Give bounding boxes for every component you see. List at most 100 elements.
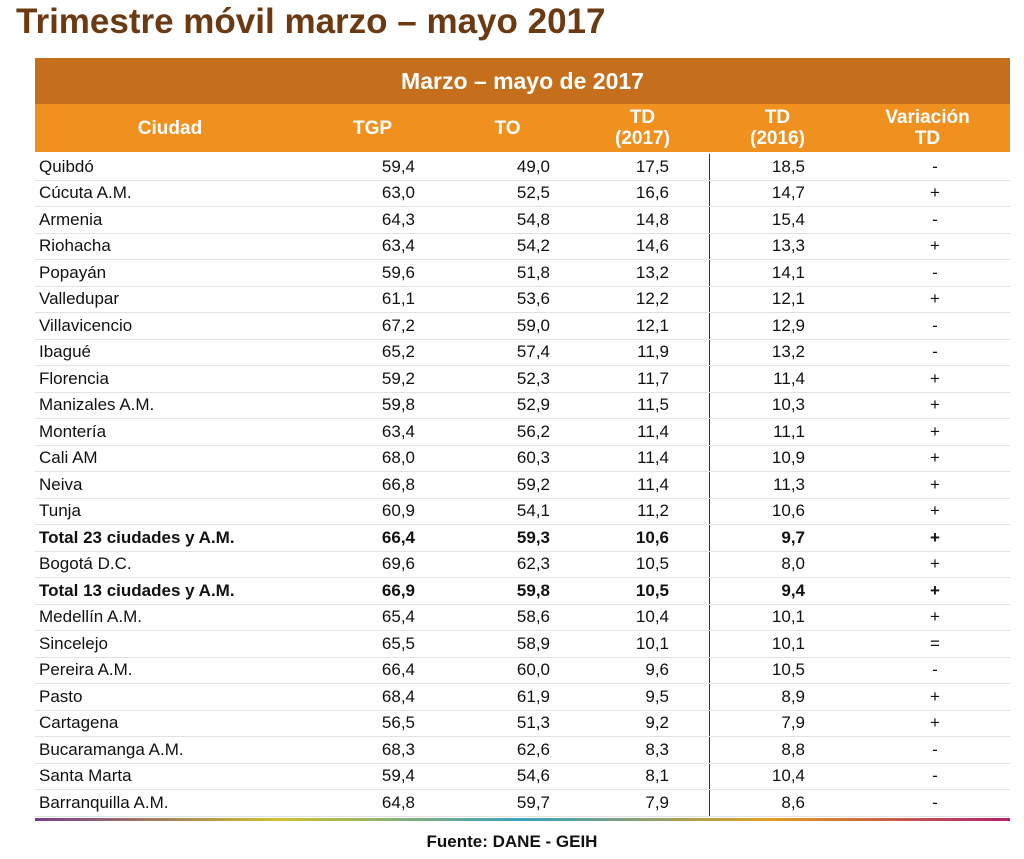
table-cell: 10,4 — [575, 604, 710, 630]
table-cell: 9,6 — [575, 657, 710, 683]
table-cell: Florencia — [39, 368, 109, 388]
table-cell: 61,1 — [381, 289, 415, 309]
table-cell: 10,5 — [771, 660, 805, 680]
table-cell: 54,2 — [516, 236, 550, 256]
table-cell: - — [932, 315, 938, 335]
table-cell: + — [930, 421, 940, 441]
table-cell: + — [930, 368, 940, 388]
table-cell: = — [930, 633, 940, 653]
table-cell: - — [932, 209, 938, 229]
table-row: Bogotá D.C. 69,6 62,3 10,5 8,0 + — [35, 551, 1010, 578]
table-cell: 59,6 — [381, 262, 415, 282]
table-cell: 12,2 — [575, 286, 710, 312]
table-cell: 7,9 — [575, 790, 710, 816]
table-cell: 8,9 — [781, 686, 805, 706]
table-cell: 53,6 — [516, 289, 550, 309]
table-cell: 59,2 — [516, 474, 550, 494]
table-cell: Cúcuta A.M. — [39, 183, 132, 203]
table-cell: 8,3 — [575, 737, 710, 763]
table-cell: 11,2 — [575, 498, 710, 524]
table-cell: 56,5 — [381, 713, 415, 733]
table-cell: 10,1 — [771, 633, 805, 653]
table-cell: 56,2 — [516, 421, 550, 441]
table-cell: 59,8 — [381, 395, 415, 415]
table-cell: + — [930, 713, 940, 733]
table-cell: Tunja — [39, 501, 81, 521]
column-header: TGP — [352, 117, 393, 139]
table-cell: 8,6 — [781, 792, 805, 812]
table-cell: 15,4 — [771, 209, 805, 229]
table-cell: Neiva — [39, 474, 83, 494]
table-cell: 10,6 — [771, 501, 805, 521]
table-cell: 65,2 — [381, 342, 415, 362]
table-cell: 60,3 — [516, 448, 550, 468]
table-cell: 62,6 — [516, 739, 550, 759]
table-cell: 10,6 — [575, 525, 710, 551]
table-cell: Manizales A.M. — [39, 395, 155, 415]
table-cell: 52,9 — [516, 395, 550, 415]
table-row: Pasto 68,4 61,9 9,5 8,9 + — [35, 684, 1010, 711]
table-cell: 8,0 — [781, 554, 805, 574]
table-cell: 54,1 — [516, 501, 550, 521]
table-cell: 14,6 — [575, 233, 710, 259]
table-cell: 66,4 — [381, 527, 415, 547]
source-note: Fuente: DANE - GEIH — [426, 832, 598, 851]
table-row: Popayán 59,6 51,8 13,2 14,1 - — [35, 260, 1010, 287]
table-row: Montería 63,4 56,2 11,4 11,1 + — [35, 419, 1010, 446]
table-cell: 11,9 — [575, 339, 710, 365]
table-row: Riohacha 63,4 54,2 14,6 13,3 + — [35, 233, 1010, 260]
table-row: Pereira A.M. 66,4 60,0 9,6 10,5 - — [35, 657, 1010, 684]
table-row: Armenia 64,3 54,8 14,8 15,4 - — [35, 207, 1010, 234]
table-cell: Total 13 ciudades y A.M. — [39, 580, 235, 600]
table-cell: 67,2 — [381, 315, 415, 335]
table-cell: 12,1 — [575, 313, 710, 339]
table-cell: 10,9 — [771, 448, 805, 468]
table-cell: 12,1 — [771, 289, 805, 309]
table-cell: 58,9 — [516, 633, 550, 653]
table-cell: 13,2 — [771, 342, 805, 362]
table-cell: Medellín A.M. — [39, 607, 142, 627]
table-cell: 65,5 — [381, 633, 415, 653]
table-cell: 17,5 — [575, 154, 710, 180]
table-cell: 66,4 — [381, 660, 415, 680]
table-cell: 9,2 — [575, 710, 710, 736]
table-cell: Cali AM — [39, 448, 98, 468]
table-cell: 63,4 — [381, 236, 415, 256]
table-cell: + — [930, 607, 940, 627]
table-row: Manizales A.M. 59,8 52,9 11,5 10,3 + — [35, 392, 1010, 419]
table-cell: + — [930, 236, 940, 256]
table-cell: 61,9 — [516, 686, 550, 706]
table-row: Neiva 66,8 59,2 11,4 11,3 + — [35, 472, 1010, 499]
table-cell: 65,4 — [381, 607, 415, 627]
table-row: Barranquilla A.M. 64,8 59,7 7,9 8,6 - — [35, 790, 1010, 817]
table-cell: 64,3 — [381, 209, 415, 229]
table-row: Cali AM 68,0 60,3 11,4 10,9 + — [35, 445, 1010, 472]
table-cell: 52,5 — [516, 183, 550, 203]
table-cell: 66,9 — [381, 580, 415, 600]
table-cell: 59,0 — [516, 315, 550, 335]
table-cell: Valledupar — [39, 289, 120, 309]
bottom-rule — [35, 818, 1010, 821]
table-cell: 11,5 — [575, 392, 710, 418]
table-cell: + — [930, 448, 940, 468]
table-cell: 68,3 — [381, 739, 415, 759]
table-cell: Ibagué — [39, 342, 91, 362]
table-cell: Cartagena — [39, 713, 119, 733]
table-cell: Popayán — [39, 262, 107, 282]
table-cell: 68,0 — [381, 448, 415, 468]
table-cell: 59,7 — [516, 792, 550, 812]
table-cell: 11,1 — [773, 421, 805, 441]
table-cell: 14,1 — [771, 262, 805, 282]
table-cell: 9,4 — [781, 580, 805, 600]
table-cell: + — [930, 474, 940, 494]
table-row: Medellín A.M. 65,4 58,6 10,4 10,1 + — [35, 604, 1010, 631]
table-cell: 63,4 — [381, 421, 415, 441]
table-cell: 63,0 — [381, 183, 415, 203]
table-cell: 11,3 — [773, 474, 805, 494]
table-cell: 59,8 — [516, 580, 550, 600]
table-cell: 59,4 — [381, 766, 415, 786]
table-cell: 7,9 — [781, 713, 805, 733]
table-cell: 69,6 — [381, 554, 415, 574]
table-row: Valledupar 61,1 53,6 12,2 12,1 + — [35, 286, 1010, 313]
